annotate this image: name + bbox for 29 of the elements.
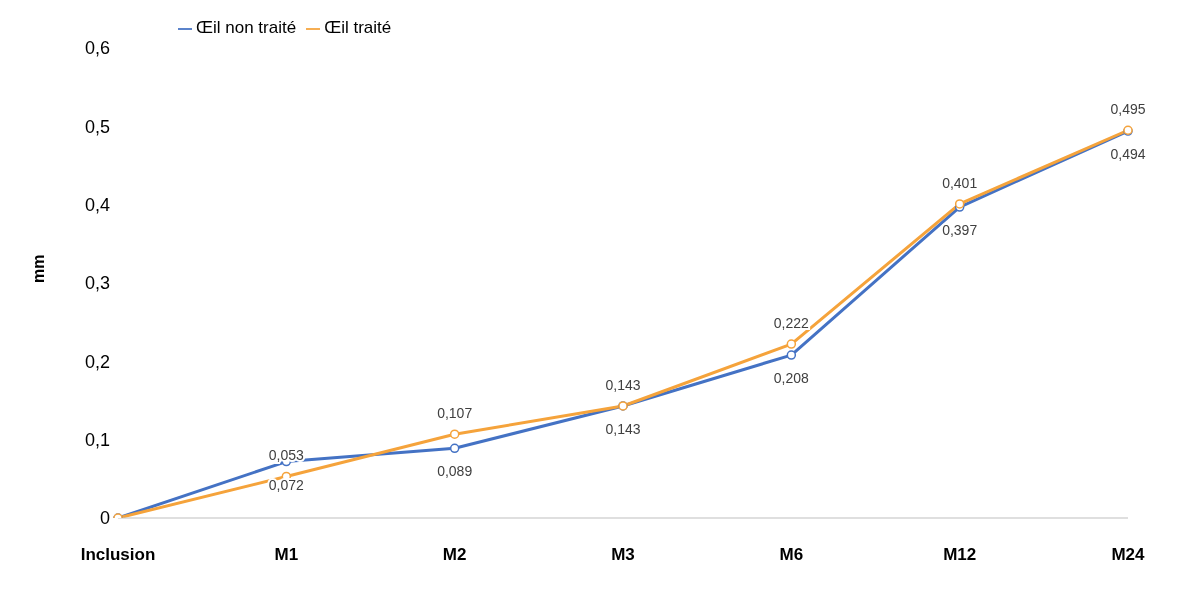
data-label: 0,222	[773, 315, 810, 332]
data-label: 0,089	[437, 463, 473, 480]
y-tick-label: 0,1	[84, 430, 110, 451]
data-label: 0,208	[773, 370, 810, 387]
data-label: 0,401	[942, 174, 978, 191]
y-axis-title: mm	[29, 254, 47, 283]
y-tick-label: 0,3	[84, 273, 110, 294]
data-label: 0,053	[268, 447, 305, 464]
data-label: 0,072	[268, 476, 305, 493]
legend-label: Œil traité	[324, 18, 392, 37]
y-tick-label: 0	[99, 508, 110, 529]
legend-label: Œil non traité	[196, 18, 297, 37]
data-label: 0,107	[437, 405, 473, 422]
data-label: 0,495	[1110, 101, 1146, 118]
x-tick-label: M2	[442, 545, 467, 565]
y-tick-label: 0,6	[84, 38, 110, 59]
data-label: 0,143	[605, 376, 641, 393]
data-label: 0,397	[942, 222, 978, 239]
y-tick-label: 0,2	[84, 351, 110, 372]
y-tick-label: 0,5	[84, 116, 110, 137]
x-tick-label: M12	[943, 545, 977, 565]
x-tick-label: Inclusion	[80, 545, 156, 565]
y-tick-label: 0,4	[84, 195, 110, 216]
x-tick-label: M1	[274, 545, 299, 565]
x-tick-label: M24	[1111, 545, 1146, 565]
data-label: 0,143	[605, 420, 641, 437]
x-tick-label: M3	[611, 545, 635, 565]
x-tick-label: M6	[779, 545, 804, 565]
data-label: 0,494	[1110, 146, 1146, 163]
